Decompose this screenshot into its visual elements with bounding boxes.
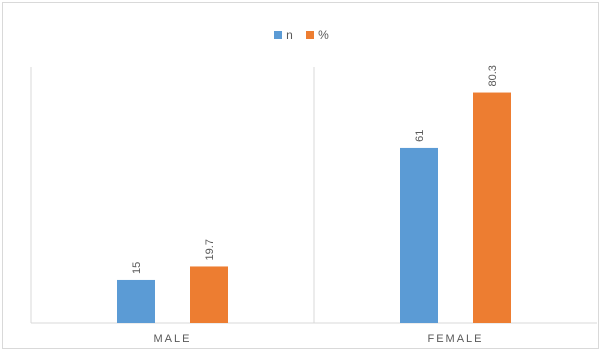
legend-label-percent: % (318, 28, 329, 43)
legend-swatch-percent (306, 31, 315, 40)
bar-female-n (400, 147, 438, 323)
data-label: 19.7 (204, 239, 216, 260)
data-label: 61 (414, 130, 426, 142)
legend-label-n: n (286, 28, 293, 43)
data-label: 80.3 (487, 65, 499, 86)
bar-female-percent (473, 92, 511, 323)
x-tick-label: MALE (154, 333, 192, 345)
legend-swatch-n (274, 31, 283, 40)
legend: n % (0, 27, 603, 42)
bar-male-n (117, 279, 155, 323)
x-tick-label: FEMALE (427, 333, 483, 345)
legend-item-percent: % (306, 27, 329, 42)
bar-male-percent (190, 266, 228, 323)
data-label: 15 (131, 262, 143, 274)
legend-item-n: n (274, 27, 293, 42)
